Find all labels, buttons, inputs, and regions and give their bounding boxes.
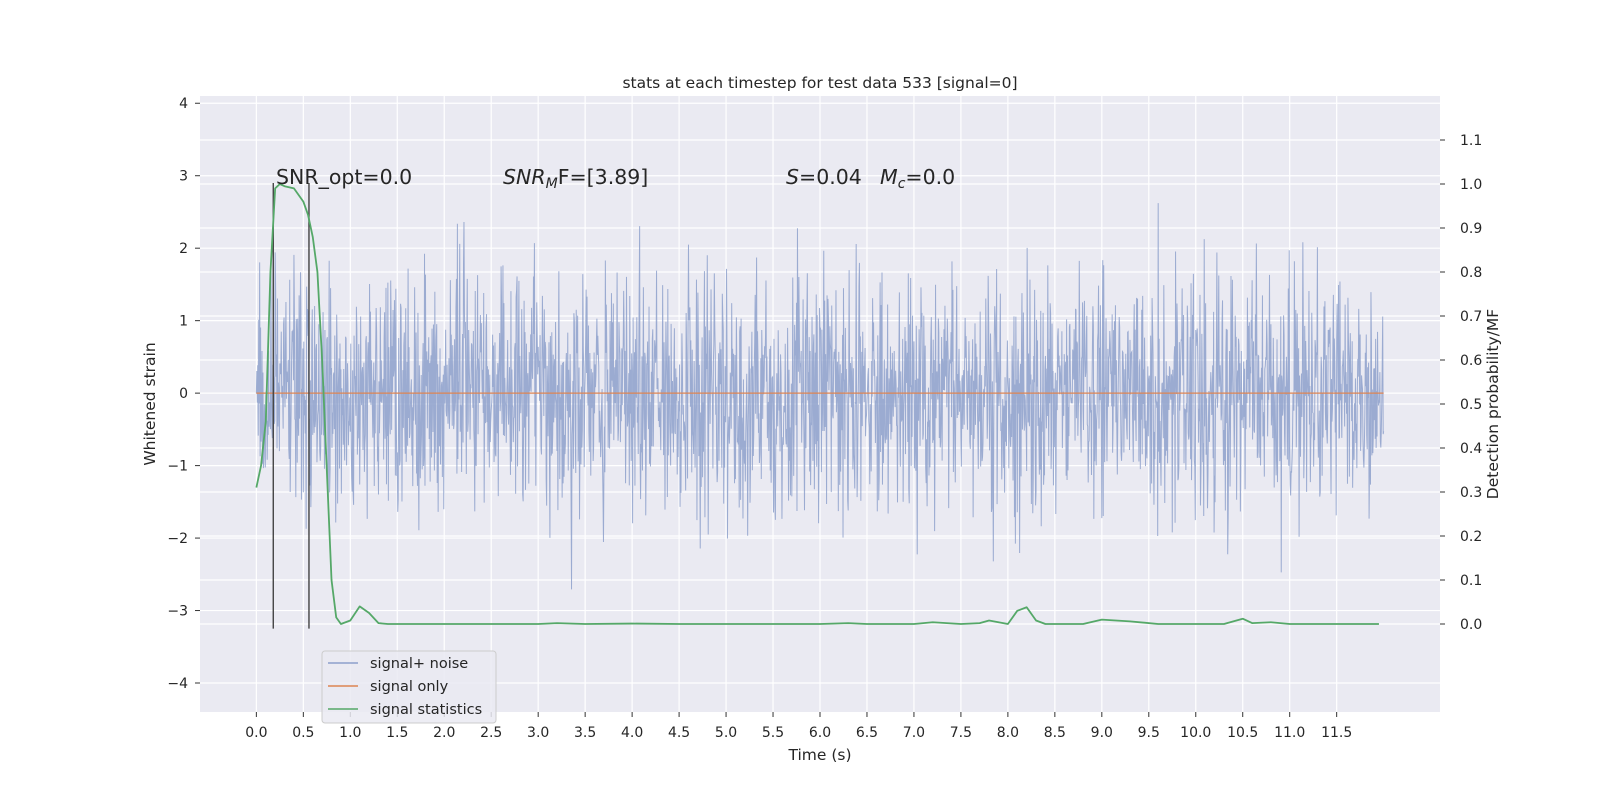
x-tick-label: 7.5 <box>950 725 972 741</box>
mc-sub: c <box>898 176 906 192</box>
y-tick-label-right: 0.8 <box>1460 265 1482 281</box>
y-tick-label-left: −1 <box>167 459 188 475</box>
axis-ticks: 0.0 0.5 1.0 1.5 2.0 2.5 3.0 3.5 4.0 4.5 5.0 5.5 6.0 6… <box>167 96 1482 741</box>
x-tick-label: 2.0 <box>433 725 455 741</box>
snr-mf-rest: F=[3.89] <box>558 165 649 189</box>
y-tick-label-right: 0.0 <box>1460 617 1482 633</box>
legend-box <box>321 650 497 724</box>
y-tick-label-right: 0.3 <box>1460 485 1482 501</box>
x-axis-label: Time (s) <box>787 746 851 764</box>
x-tick-label: 4.0 <box>621 725 643 741</box>
x-tick-label: 0.0 <box>245 725 267 741</box>
x-tick-label: 5.0 <box>715 725 737 741</box>
x-tick-label: 6.5 <box>856 725 878 741</box>
x-tick-label: 5.5 <box>762 725 784 741</box>
legend-label-noise: signal+ noise <box>370 656 468 672</box>
x-tick-label: 10.5 <box>1227 725 1258 741</box>
y-axis-label: Whitened strain <box>141 342 159 465</box>
mc-rest: =0.0 <box>905 165 955 189</box>
y-tick-label-right: 0.2 <box>1460 529 1482 545</box>
annotation-snr-opt: SNR_opt=0.0 <box>276 165 412 190</box>
y-tick-label-left: 3 <box>179 169 188 185</box>
y-right-axis-label: Detection probability/MF <box>1484 309 1502 500</box>
s-main: S <box>786 165 799 189</box>
signal-noise-series <box>255 203 1385 590</box>
annotations: SNR_opt=0.0 SNRMF=[3.89] S=0.04 Mc=0.0 <box>276 165 955 192</box>
x-tick-label: 3.0 <box>527 725 549 741</box>
y-tick-label-left: 1 <box>179 314 188 330</box>
y-tick-label-right: 0.1 <box>1460 573 1482 589</box>
x-tick-label: 4.5 <box>668 725 690 741</box>
x-tick-label: 3.5 <box>574 725 596 741</box>
noise-line <box>255 203 1385 590</box>
legend: signal+ noise signal only signal statist… <box>321 650 497 724</box>
y-tick-label-left: −4 <box>167 676 188 692</box>
x-tick-label: 7.0 <box>903 725 925 741</box>
x-tick-label: 9.0 <box>1091 725 1113 741</box>
legend-label-statistics: signal statistics <box>370 702 482 718</box>
x-tick-label: 11.5 <box>1321 725 1352 741</box>
y-tick-label-left: 0 <box>179 386 188 402</box>
statistics-line <box>255 183 1379 625</box>
y-tick-label-left: 4 <box>179 96 188 112</box>
annotation-mc: Mc=0.0 <box>880 165 955 192</box>
x-tick-label: 10.0 <box>1180 725 1211 741</box>
annotation-snr-mf: SNRMF=[3.89] <box>503 165 648 192</box>
y-tick-label-left: −3 <box>167 604 188 620</box>
signal-statistics-series <box>255 183 1379 625</box>
x-tick-label: 1.5 <box>386 725 408 741</box>
chart-title: stats at each timestep for test data 533… <box>622 74 1017 92</box>
y-tick-label-left: −2 <box>167 531 188 547</box>
y-tick-label-right: 0.7 <box>1460 309 1482 325</box>
y-tick-label-right: 0.6 <box>1460 353 1482 369</box>
x-tick-label: 8.5 <box>1044 725 1066 741</box>
vertical-markers <box>272 182 310 629</box>
x-tick-label: 9.5 <box>1138 725 1160 741</box>
mc-main: M <box>880 165 898 189</box>
y-tick-label-right: 1.1 <box>1460 133 1482 149</box>
y-tick-label-right: 0.5 <box>1460 397 1482 413</box>
x-tick-label: 1.0 <box>339 725 361 741</box>
s-rest: =0.04 <box>799 165 862 189</box>
y-tick-label-right: 0.4 <box>1460 441 1482 457</box>
y-tick-label-right: 1.0 <box>1460 177 1482 193</box>
x-tick-label: 0.5 <box>292 725 314 741</box>
x-tick-label: 8.0 <box>997 725 1019 741</box>
y-tick-label-left: 2 <box>179 241 188 257</box>
x-tick-label: 6.0 <box>809 725 831 741</box>
annotation-s: S=0.04 <box>786 165 862 189</box>
snr-mf-main: SNR <box>503 165 546 189</box>
x-tick-label: 2.5 <box>480 725 502 741</box>
snr-mf-sub: M <box>546 176 558 192</box>
x-tick-label: 11.0 <box>1274 725 1305 741</box>
legend-label-signal-only: signal only <box>370 679 449 695</box>
y-tick-label-right: 0.9 <box>1460 221 1482 237</box>
